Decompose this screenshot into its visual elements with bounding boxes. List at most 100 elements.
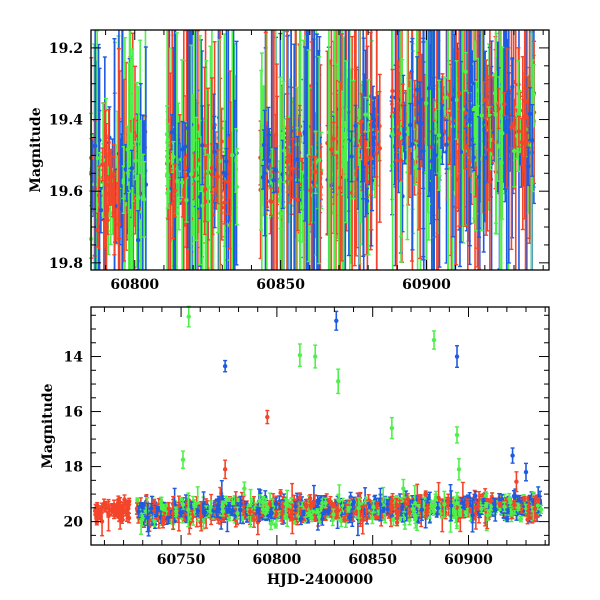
data-point [118, 160, 124, 166]
data-point [408, 122, 413, 128]
data-point [447, 136, 452, 141]
data-point [486, 147, 492, 153]
data-point [111, 172, 116, 177]
data-point [390, 132, 395, 137]
data-point [353, 123, 358, 129]
data-point [271, 178, 276, 183]
data-point [209, 172, 215, 177]
data-point [415, 87, 420, 93]
data-point [312, 169, 317, 175]
top-y-axis-label: Magnitude [28, 107, 44, 192]
data-point [282, 148, 287, 153]
data-point [326, 130, 332, 135]
data-point [436, 133, 442, 138]
x-tick-label: 60800 [110, 277, 159, 293]
data-point [512, 148, 517, 154]
data-point [203, 186, 208, 192]
x-tick-label: 60850 [256, 277, 305, 293]
data-point [129, 166, 135, 171]
data-point [94, 156, 100, 161]
data-point [410, 141, 415, 147]
data-point [523, 113, 528, 119]
data-point [421, 148, 426, 154]
data-point [165, 173, 171, 178]
data-point [329, 147, 334, 152]
data-point [359, 119, 364, 124]
data-point [344, 139, 349, 144]
data-point [398, 158, 404, 163]
data-point [471, 155, 476, 160]
data-point [104, 182, 109, 188]
data-point [529, 138, 535, 143]
data-point [171, 154, 176, 160]
data-point [224, 159, 229, 164]
data-point [290, 166, 296, 171]
data-point [98, 207, 104, 213]
x-tick-label: 60900 [402, 277, 451, 293]
data-point [212, 149, 217, 154]
data-point [509, 124, 514, 130]
data-point [141, 197, 147, 202]
top-data-points [88, 29, 537, 271]
data-point [447, 92, 452, 97]
data-point [121, 180, 126, 185]
data-point [262, 170, 267, 176]
data-point [230, 152, 235, 158]
data-point [429, 158, 435, 164]
top-panel: 60800 60850 60900 19.2 19.4 19.6 19.8 Magnitud… [28, 29, 550, 293]
data-point [219, 205, 224, 210]
data-point [95, 227, 100, 233]
data-point [200, 143, 205, 148]
data-point [174, 179, 180, 184]
data-point [180, 147, 185, 152]
data-point [194, 176, 199, 182]
data-point [295, 197, 300, 203]
top-axis-ticks: 60800 60850 60900 19.2 19.4 19.6 19.8 [49, 29, 549, 293]
data-point [368, 155, 374, 161]
data-point [423, 100, 429, 106]
data-point [481, 127, 486, 133]
data-point [454, 97, 459, 103]
data-point [268, 199, 274, 204]
data-point [450, 97, 456, 102]
data-point [500, 131, 505, 136]
data-point [467, 160, 472, 165]
data-point [295, 157, 300, 162]
data-point [396, 131, 402, 136]
data-point [169, 129, 175, 135]
data-point [215, 174, 220, 179]
top-panel-frame [90, 29, 550, 271]
data-point [372, 135, 377, 140]
data-point [433, 153, 438, 158]
y-tick-label: 19.4 [49, 113, 83, 129]
data-point [116, 222, 122, 227]
data-point [390, 88, 395, 94]
data-point [516, 129, 522, 134]
data-point [402, 132, 407, 137]
data-point [273, 167, 279, 173]
data-point [225, 179, 231, 185]
data-point [476, 174, 482, 180]
data-point [413, 165, 418, 170]
data-point [133, 158, 138, 163]
data-point [213, 186, 218, 192]
data-point [467, 117, 473, 123]
data-point [302, 131, 308, 137]
data-point [108, 211, 113, 216]
data-point [107, 175, 113, 180]
data-point [364, 179, 370, 185]
data-point [518, 516, 524, 522]
data-point [284, 160, 290, 165]
data-point [338, 185, 343, 190]
data-point [442, 95, 448, 100]
data-point [510, 84, 515, 90]
data-point [277, 192, 283, 197]
data-point [184, 197, 189, 203]
data-point [200, 203, 205, 208]
data-point [135, 237, 141, 243]
data-point [417, 111, 423, 117]
data-point [349, 154, 354, 159]
data-point [502, 101, 507, 107]
